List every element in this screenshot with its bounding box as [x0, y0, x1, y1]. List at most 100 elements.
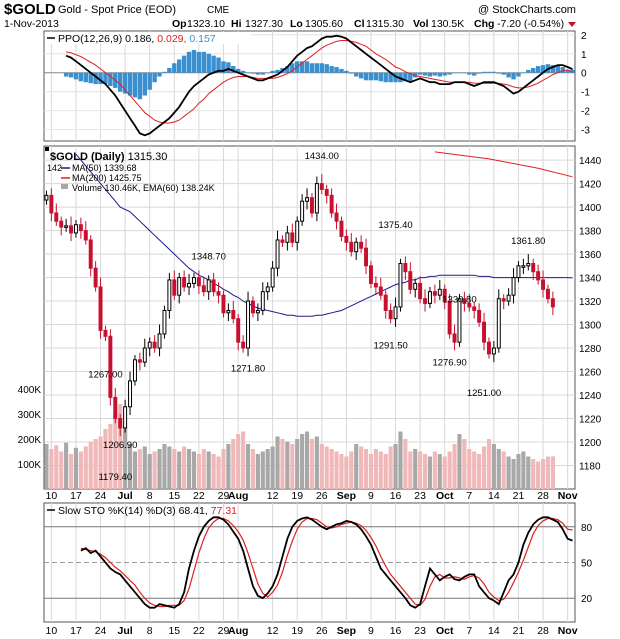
- candle: [482, 312, 487, 351]
- x-tick-label: 9: [368, 625, 374, 637]
- ppo-histogram-bar: [319, 63, 325, 73]
- volume-bar: [516, 454, 521, 489]
- x-tick-label: Nov: [558, 625, 578, 637]
- ppo-legend: PPO(12,26,9) 0.186, 0.029, 0.157: [58, 33, 216, 45]
- price-annotation: 1375.40: [378, 220, 412, 231]
- volume-bar: [432, 451, 437, 489]
- ppo-tick-label: 2: [581, 31, 587, 42]
- volume-bar: [442, 456, 447, 489]
- ppo-histogram-bar: [309, 63, 315, 73]
- volume-bar: [290, 444, 295, 489]
- ppo-histogram-bar: [570, 69, 575, 73]
- ppo-histogram-bar: [235, 68, 241, 73]
- price-panel-title: $GOLD (Daily) 1315.30: [50, 151, 167, 163]
- candle: [486, 337, 491, 359]
- ppo-histogram-bar: [486, 71, 492, 73]
- volume-bar: [413, 449, 418, 489]
- candle: [236, 313, 241, 351]
- x-tick-label: 28: [537, 625, 549, 637]
- volume-bar: [354, 444, 359, 489]
- price-annotation: 1330.80: [442, 294, 476, 305]
- volume-bar: [83, 446, 88, 489]
- candle: [221, 290, 226, 318]
- x-tick-label: Aug: [228, 625, 248, 637]
- ppo-histogram-bar: [211, 55, 216, 73]
- x-tick-label: 16: [390, 625, 402, 637]
- ppo-histogram-bar: [122, 72, 128, 94]
- ppo-histogram-bar: [501, 72, 506, 75]
- x-tick-label: 14: [488, 625, 500, 637]
- volume-bar: [477, 454, 482, 489]
- volume-bar: [437, 454, 442, 489]
- ppo-histogram-bar: [408, 72, 413, 82]
- volume-bar: [216, 456, 221, 489]
- volume-bar: [378, 451, 383, 489]
- candle: [432, 284, 437, 304]
- volume-bar: [221, 449, 226, 489]
- candle: [319, 174, 324, 195]
- ppo-histogram-bar: [368, 72, 374, 81]
- stoch-tick-label: 20: [581, 594, 593, 605]
- volume-bar: [540, 459, 546, 489]
- ppo-histogram-bar: [93, 72, 98, 85]
- candle: [388, 303, 393, 324]
- volume-tick-label: 100K: [18, 460, 42, 471]
- volume-bar: [127, 444, 133, 489]
- volume-bar: [103, 429, 108, 489]
- x-tick-label: 8: [147, 490, 153, 502]
- ppo-histogram-bar: [334, 67, 339, 73]
- candle: [108, 329, 113, 406]
- ppo-line: [65, 34, 573, 137]
- candle: [172, 270, 177, 300]
- volume-bar: [295, 439, 300, 489]
- price-annotation: 1251.00: [467, 388, 501, 399]
- x-tick-label: Sep: [337, 490, 356, 502]
- x-tick-label: 8: [147, 625, 153, 637]
- x-tick-label: Nov: [558, 490, 578, 502]
- low-label: Lo: [290, 18, 303, 30]
- ma50-legend: MA(50) 1339.68: [72, 163, 137, 173]
- candle: [118, 413, 123, 437]
- price-annotation: 1276.90: [432, 358, 466, 369]
- volume-bar: [506, 456, 511, 489]
- candle: [314, 176, 319, 222]
- volume-bar: [496, 449, 501, 489]
- candle: [246, 291, 251, 357]
- candle: [54, 203, 59, 226]
- ppo-histogram-bar: [226, 62, 231, 73]
- candle: [250, 296, 255, 318]
- stoch-k-line: [80, 516, 573, 609]
- candle: [496, 289, 501, 353]
- stoch-tick-label: 80: [581, 523, 593, 534]
- candle: [201, 276, 206, 297]
- volume-bar: [157, 449, 162, 489]
- candle: [545, 284, 550, 304]
- ppo-histogram-bar: [285, 66, 290, 73]
- candle: [531, 258, 536, 280]
- x-tick-label: 10: [46, 490, 58, 502]
- stoch-panel: 20 50 80 Slow STO %K(14) %D(3) 68.41, 77.3…: [43, 502, 593, 623]
- ppo-tick-label: -2: [581, 107, 590, 118]
- candle: [354, 237, 359, 260]
- candle: [162, 305, 167, 339]
- volume-legend: Volume 130.46K, EMA(60) 138.24K: [72, 183, 215, 193]
- volume-bar: [285, 441, 290, 489]
- x-tick-label: 17: [70, 625, 82, 637]
- x-tick-label: 10: [46, 625, 58, 637]
- ppo-histogram-bar: [329, 66, 334, 73]
- ppo-histogram-bar: [147, 72, 152, 90]
- volume-bar: [408, 451, 413, 489]
- candle: [349, 232, 354, 257]
- ppo-histogram-bar: [216, 57, 221, 73]
- ma200-legend: MA(200) 1425.75: [72, 173, 142, 183]
- volume-bar: [398, 431, 403, 489]
- volume-bar: [309, 439, 315, 489]
- price-tick-label: 1300: [579, 321, 602, 332]
- price-tick-label: 1380: [579, 227, 602, 238]
- price-tick-label: 1240: [579, 391, 602, 402]
- volume-bar: [550, 456, 555, 489]
- volume-bar: [231, 439, 236, 489]
- candle: [152, 335, 157, 353]
